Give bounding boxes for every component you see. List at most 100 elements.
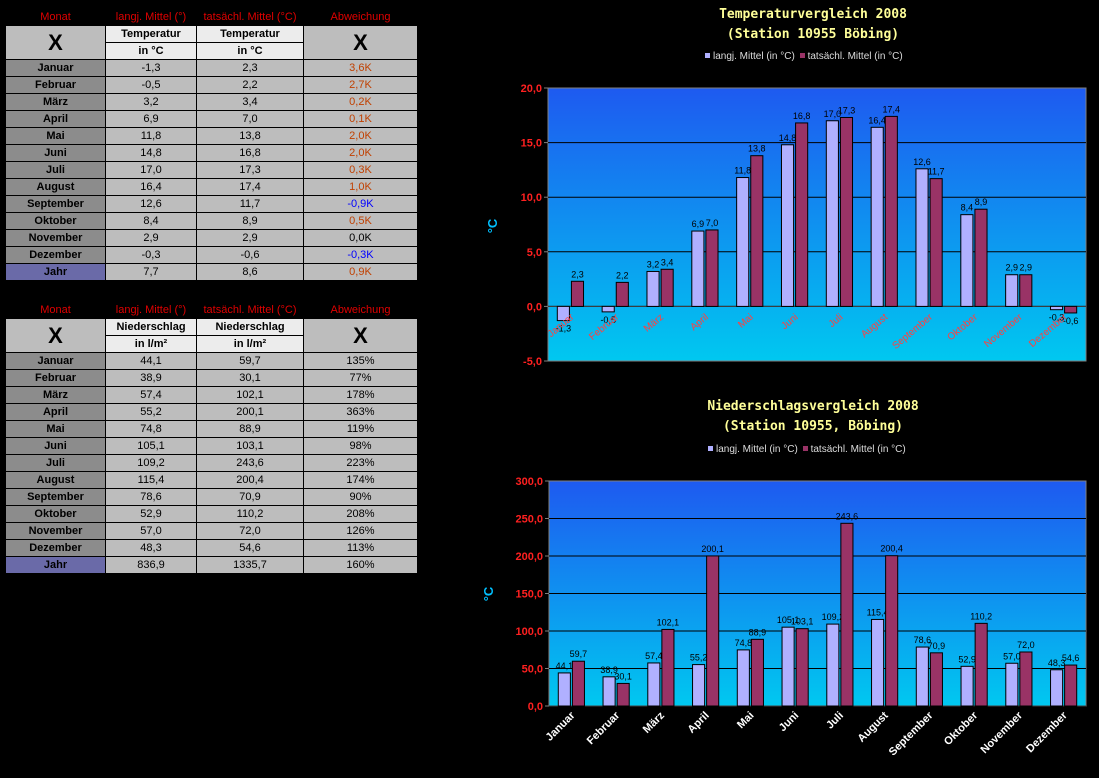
bar-longterm <box>602 676 616 707</box>
month-cell: Oktober <box>5 212 106 230</box>
table-row: Juli 109,2 243,6 223% <box>5 454 418 472</box>
y-tick-label: 200,0 <box>515 551 543 563</box>
data-label: 8,9 <box>975 197 988 207</box>
month-cell: Oktober <box>5 505 106 523</box>
x-tick-label: April <box>686 710 712 736</box>
data-label: 54,6 <box>1062 653 1080 663</box>
bar-actual <box>795 628 809 707</box>
data-label: 16,4 <box>868 115 886 125</box>
actual-cell: 2,2 <box>196 76 304 94</box>
bar-longterm <box>691 230 705 307</box>
bar-longterm <box>960 665 974 707</box>
x-mark: X <box>303 318 418 353</box>
x-tick-label: Juli <box>824 710 846 732</box>
longterm-cell: 14,8 <box>105 144 197 162</box>
longterm-cell: 38,9 <box>105 369 197 387</box>
month-cell: Februar <box>5 76 106 94</box>
deviation-cell: -0,3K <box>303 246 418 264</box>
bar-longterm <box>871 618 885 707</box>
data-label: 11,7 <box>928 167 945 177</box>
bar-longterm <box>915 646 929 707</box>
table-row: August 16,4 17,4 1,0K <box>5 178 418 196</box>
longterm-cell: 17,0 <box>105 161 197 179</box>
bar-actual <box>750 155 764 307</box>
data-label: 103,1 <box>791 617 814 627</box>
longterm-cell: 3,2 <box>105 93 197 111</box>
data-label: 17,3 <box>838 105 856 115</box>
data-label: 57,4 <box>645 651 663 661</box>
bar-actual <box>615 281 629 307</box>
table-row: August 115,4 200,4 174% <box>5 471 418 489</box>
table-row: Januar -1,3 2,3 3,6K <box>5 59 418 77</box>
actual-cell: 16,8 <box>196 144 304 162</box>
actual-cell: -0,6 <box>196 246 304 264</box>
legend-label: tatsächl. Mittel (in °C) <box>807 51 903 62</box>
bar-longterm <box>780 144 795 307</box>
bar-actual <box>570 280 585 307</box>
data-label: 17,0 <box>824 109 842 119</box>
longterm-cell: 16,4 <box>105 178 197 196</box>
y-tick-label: 100,0 <box>515 626 543 638</box>
actual-cell: 59,7 <box>196 352 304 370</box>
data-label: 12,6 <box>913 157 931 167</box>
actual-cell: 8,9 <box>196 212 304 230</box>
month-cell: Jahr <box>5 263 106 281</box>
table-row: Dezember -0,3 -0,6 -0,3K <box>5 246 418 264</box>
table-row: September 12,6 11,7 -0,9K <box>5 195 418 213</box>
y-tick-label: -5,0 <box>523 356 542 368</box>
bar-actual <box>974 622 988 707</box>
table-subheader-row: X Temperatur Temperatur X <box>5 25 418 60</box>
bar-longterm <box>556 305 570 322</box>
x-tick-label: November <box>978 709 1025 756</box>
longterm-cell: 44,1 <box>105 352 197 370</box>
y-axis-label: °C <box>485 218 500 233</box>
bar-actual <box>1064 664 1078 707</box>
table-total-row: Jahr 836,9 1335,7 160% <box>5 556 418 574</box>
bar-longterm <box>647 662 661 707</box>
bar-longterm <box>1049 305 1064 311</box>
table-row: November 57,0 72,0 126% <box>5 522 418 540</box>
actual-cell: 200,4 <box>196 471 304 489</box>
deviation-cell: -0,9K <box>303 195 418 213</box>
data-label: 14,8 <box>779 133 797 143</box>
table-subheader-row: X Niederschlag Niederschlag X <box>5 318 418 353</box>
deviation-cell: 160% <box>303 556 418 574</box>
deviation-cell: 178% <box>303 386 418 404</box>
data-label: 3,2 <box>647 259 660 269</box>
deviation-cell: 90% <box>303 488 418 506</box>
deviation-cell: 126% <box>303 522 418 540</box>
bar-actual <box>706 555 720 707</box>
bar-actual <box>795 122 809 307</box>
longterm-cell: -1,3 <box>105 59 197 77</box>
precipitation-chart-legend: langj. Mittel (in °C) tatsächl. Mittel (… <box>706 444 906 455</box>
table-row: Mai 11,8 13,8 2,0K <box>5 127 418 145</box>
bar-actual <box>929 178 943 307</box>
month-cell: November <box>5 522 106 540</box>
chart-title: Temperaturvergleich 2008 <box>719 7 907 22</box>
longterm-cell: 57,4 <box>105 386 197 404</box>
data-label: 57,0 <box>1003 651 1021 661</box>
data-label: 78,6 <box>914 635 932 645</box>
bar-longterm <box>825 120 839 307</box>
deviation-cell: 0,9K <box>303 263 418 281</box>
month-cell: Januar <box>5 352 106 370</box>
data-label: 70,9 <box>928 641 946 651</box>
bar-actual <box>1064 305 1078 314</box>
data-label: 52,9 <box>958 654 976 664</box>
deviation-cell: 98% <box>303 437 418 455</box>
data-label: 30,1 <box>614 671 632 681</box>
data-label: 115,4 <box>867 607 889 617</box>
bar-actual <box>660 268 674 307</box>
bar-actual <box>616 682 630 707</box>
bar-longterm <box>826 623 840 707</box>
x-tick-label: Mai <box>735 710 756 731</box>
actual-cell: 8,6 <box>196 263 304 281</box>
legend-swatch-actual <box>799 53 805 59</box>
bar-longterm <box>1005 274 1019 307</box>
y-tick-label: 5,0 <box>527 247 542 259</box>
longterm-cell: 105,1 <box>105 437 197 455</box>
data-label: 110,2 <box>970 611 992 621</box>
table-row: Februar -0,5 2,2 2,7K <box>5 76 418 94</box>
bar-actual <box>1019 274 1033 307</box>
bar-longterm <box>1005 662 1019 707</box>
